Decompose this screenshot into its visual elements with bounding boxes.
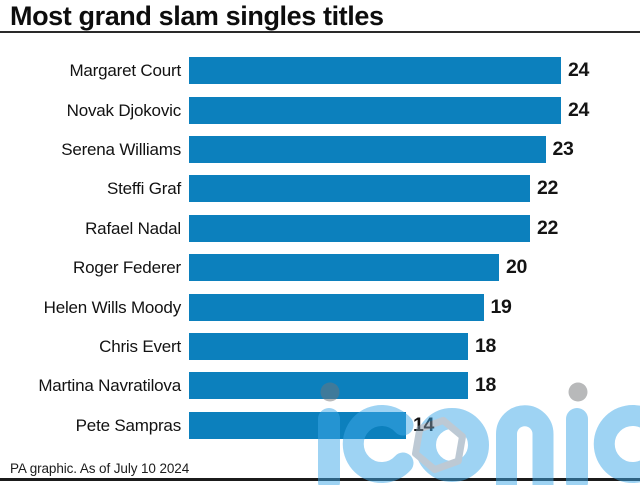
chart-row: Pete Sampras 14 xyxy=(0,411,640,439)
chart-row: Helen Wills Moody 19 xyxy=(0,293,640,321)
chart-row: Chris Evert 18 xyxy=(0,332,640,360)
value-label: 18 xyxy=(475,374,497,397)
chart-row: Steffi Graf 22 xyxy=(0,175,640,203)
player-label: Pete Sampras xyxy=(75,415,182,435)
bar-area: 19 xyxy=(189,293,640,321)
value-label: 23 xyxy=(552,137,574,160)
bar xyxy=(189,57,561,85)
bar xyxy=(189,254,499,282)
chart-row: Novak Djokovic 24 xyxy=(0,96,640,124)
chart-row: Margaret Court 24 xyxy=(0,57,640,85)
bar-area: 24 xyxy=(189,57,640,85)
player-label: Chris Evert xyxy=(99,336,181,356)
player-label: Martina Navratilova xyxy=(38,376,181,396)
chart-row: Martina Navratilova 18 xyxy=(0,372,640,400)
bar xyxy=(189,372,468,400)
bar xyxy=(189,411,406,439)
bar-area: 24 xyxy=(189,96,640,124)
bar xyxy=(189,175,530,203)
chart-row: Roger Federer 20 xyxy=(0,254,640,282)
bar-area: 18 xyxy=(189,332,640,360)
value-label: 14 xyxy=(413,413,435,436)
player-label: Margaret Court xyxy=(69,61,181,81)
bar xyxy=(189,293,484,321)
title-divider xyxy=(0,31,640,33)
player-label: Steffi Graf xyxy=(106,179,181,199)
player-label: Helen Wills Moody xyxy=(43,297,182,317)
bar-chart: Margaret Court 24 Novak Djokovic 24 Serena W… xyxy=(0,57,640,451)
bar-area: 22 xyxy=(189,214,640,242)
player-label: Roger Federer xyxy=(73,258,181,278)
bar xyxy=(189,135,546,163)
bar xyxy=(189,332,468,360)
value-label: 22 xyxy=(537,177,559,200)
bar xyxy=(189,214,530,242)
value-label: 20 xyxy=(506,256,528,279)
bar-area: 20 xyxy=(189,254,640,282)
bar-area: 22 xyxy=(189,175,640,203)
bottom-divider xyxy=(0,478,640,481)
player-label: Rafael Nadal xyxy=(85,218,181,238)
bar-area: 18 xyxy=(189,372,640,400)
chart-row: Rafael Nadal 22 xyxy=(0,214,640,242)
source-note: PA graphic. As of July 10 2024 xyxy=(10,461,190,476)
player-label: Serena Williams xyxy=(61,139,181,159)
value-label: 18 xyxy=(475,334,497,357)
bar-area: 23 xyxy=(189,135,640,163)
bar-area: 14 xyxy=(189,411,640,439)
value-label: 19 xyxy=(490,295,512,318)
value-label: 24 xyxy=(568,59,590,82)
value-label: 22 xyxy=(537,216,559,239)
chart-row: Serena Williams 23 xyxy=(0,135,640,163)
player-label: Novak Djokovic xyxy=(66,100,182,120)
value-label: 24 xyxy=(568,98,590,121)
page-title: Most grand slam singles titles xyxy=(10,1,384,31)
bar xyxy=(189,96,561,124)
